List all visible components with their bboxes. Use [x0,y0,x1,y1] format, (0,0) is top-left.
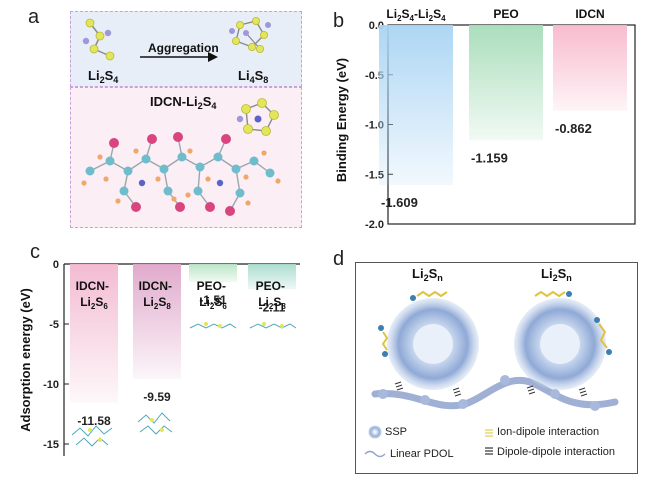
chart-c: 0 -5 -10 -15 -11.58 -9.59 -1.51 -2.11 Adsorpti… [18,259,300,456]
legend-ssp-icon [368,425,382,439]
panel-d-label: d [333,248,345,270]
chart-b-bar [469,25,543,141]
chart-b-ytick-label: -2.0 [365,219,384,231]
li2sn-label-right: Li2Sn [541,266,572,284]
li2s4-label: Li2S4 [88,68,119,86]
chart-c-bar [248,264,296,290]
chart-c-ytick-label: 0 [53,259,59,271]
aggregation-label: Aggregation [148,41,219,55]
chart-b-data-label: -0.862 [555,121,592,136]
chart-b-ylabel: Binding Energy (eV) [334,58,349,182]
chart-c-data-labels: -11.58 -9.59 -1.51 -2.11 [77,293,285,428]
chart-b: 0.0-0.5-1.0-1.5-2.0 -1.609-1.159-0.862 B… [334,7,636,231]
legend-linear-pdol-icon [364,450,386,458]
li4s8-cluster [229,17,271,54]
panel-a-molecules [81,17,281,216]
molecule-peo-li2s6 [189,322,237,329]
legend-ion-dipole-label: Ion-dipole interaction [497,426,600,438]
chart-b-bar [553,25,627,111]
chart-c-data-label: -2.11 [259,300,286,314]
legend-linear-label: Linear PDOL [390,448,454,460]
chart-c-ylabel: Adsorption energy (eV) [18,288,33,432]
chart-c-category-2: PEO- Li2S6 [197,279,230,311]
chart-b-data-labels: -1.609 -1.159 -0.862 [381,121,592,210]
idcn-li2s4-label: IDCN-Li2S4 [150,94,217,112]
li2sn-chain-right [534,290,612,355]
panel-c-label: c [30,241,40,263]
li2s4-cluster [82,18,115,61]
chart-b-category-0: Li2S4-Li2S4 [386,7,446,23]
chart-b-data-label: -1.159 [471,150,508,165]
chart-c-bars [70,264,296,403]
legend-dipole-dipole-icon [485,447,493,455]
chart-c-data-label: -9.59 [143,390,171,404]
panel-b-label: b [333,10,345,32]
chart-c-ytick-label: -15 [43,439,59,451]
chart-b-bar [379,25,453,186]
molecule-idcn-li2s8 [137,412,173,435]
legend-dipole-dipole-label: Dipole-dipole interaction [497,446,616,458]
chart-c-category-0: IDCN- Li2S6 [76,279,113,311]
chart-b-category-2: IDCN [575,7,604,21]
substrate-chain [371,375,619,411]
dipole-marks [394,381,588,397]
chart-c-data-label: -11.58 [77,414,111,428]
li2sn-label-left: Li2Sn [412,266,443,284]
chart-b-category-1: PEO [493,7,518,21]
panel-d-schematic [355,262,638,474]
li2sn-chain-left [378,290,448,357]
molecule-idcn-li2s6 [71,425,113,447]
chart-c-bar [189,264,237,283]
chart-b-bars [379,25,627,186]
chart-c-category-1: IDCN- Li2S8 [139,279,176,311]
li2s4-bound-cluster [236,98,279,136]
chart-c-ytick-label: -10 [43,379,59,391]
chart-c-bar [70,264,118,403]
chart-c-data-label: -1.51 [199,293,227,307]
panel-a-label: a [28,6,40,28]
li4s8-label: Li4S8 [238,68,269,86]
chart-c-bar [133,264,181,380]
legend-ssp-label: SSP [385,426,408,438]
idcn-atoms [81,132,281,216]
legend-ion-dipole-icon [485,429,493,437]
molecule-peo-li2s8 [249,322,297,329]
chart-c-category-3: PEO- Li2S8 [256,279,289,311]
chart-c-ytick-label: -5 [49,319,59,331]
chart-b-data-label: -1.609 [381,195,418,210]
